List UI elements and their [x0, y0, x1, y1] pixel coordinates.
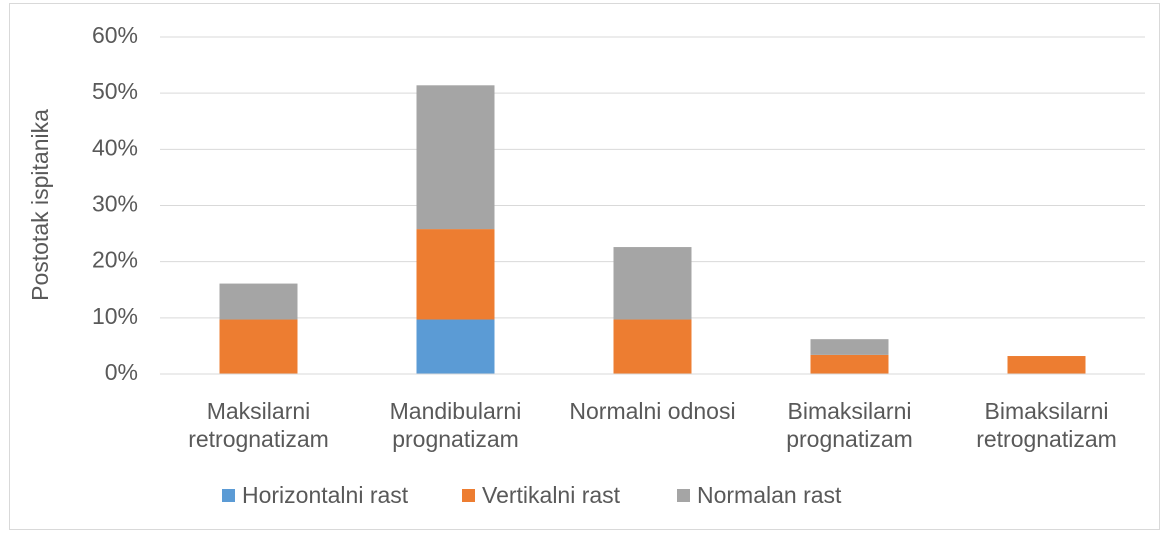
legend-label: Vertikalni rast [482, 482, 621, 508]
bar-segment [810, 354, 889, 374]
bar-segment [219, 283, 298, 320]
legend-swatch [462, 489, 475, 502]
y-axis-title: Postotak ispitanika [27, 109, 53, 301]
bar-segment [613, 319, 692, 374]
x-tick-label: Bimaksilarni prognatizam [786, 398, 913, 452]
x-tick-label: Maksilarni retrognatizam [188, 398, 329, 452]
y-tick-label: 10% [92, 303, 138, 329]
bar-segment [810, 339, 889, 355]
legend-swatch [222, 489, 235, 502]
y-tick-label: 50% [92, 78, 138, 104]
x-tick-label: Bimaksilarni retrognatizam [976, 398, 1117, 452]
chart-border [9, 3, 1160, 530]
bar-segment [613, 247, 692, 320]
bar-segment [416, 85, 495, 230]
y-tick-label: 60% [92, 22, 138, 48]
bar-segment [1007, 356, 1086, 374]
y-tick-label: 20% [92, 247, 138, 273]
legend-swatch [677, 489, 690, 502]
y-tick-label: 40% [92, 134, 138, 160]
y-tick-label: 30% [92, 191, 138, 217]
legend-label: Horizontalni rast [242, 482, 409, 508]
x-tick-label: Normalni odnosi [569, 398, 736, 424]
x-tick-label: Mandibularni prognatizam [389, 398, 522, 452]
bar-segment [416, 229, 495, 320]
bar-segment [219, 319, 298, 374]
y-tick-label: 0% [105, 359, 138, 385]
legend-label: Normalan rast [697, 482, 842, 508]
bar-segment [416, 319, 495, 374]
